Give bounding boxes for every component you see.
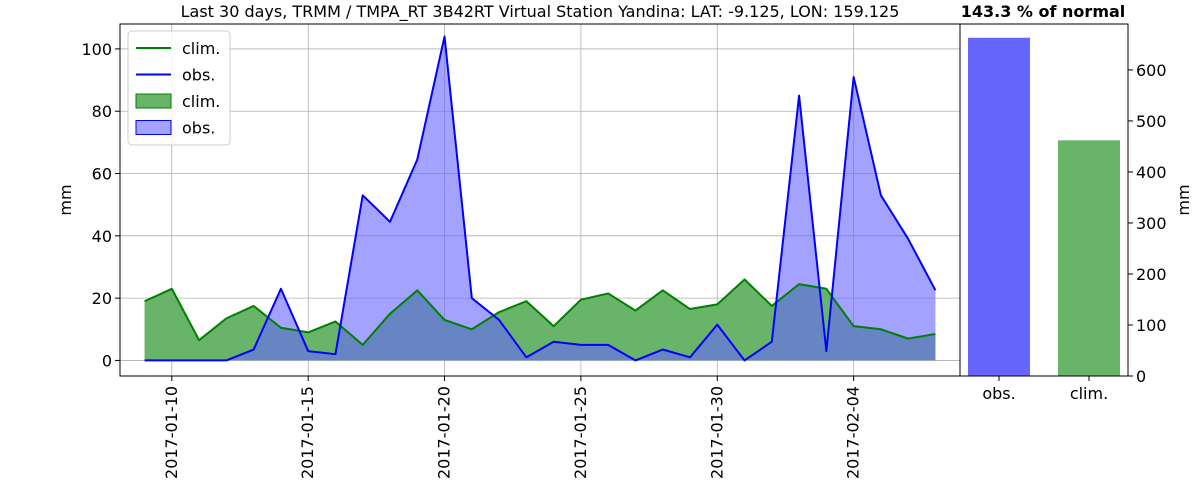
bar-y-tick-label: 100 xyxy=(1136,316,1167,335)
main-chart-title: Last 30 days, TRMM / TMPA_RT 3B42RT Virt… xyxy=(181,2,900,22)
legend-patch-swatch xyxy=(135,120,172,135)
bar-category-label: obs. xyxy=(982,384,1015,403)
legend-label: clim. xyxy=(182,92,220,111)
bar-y-tick-label: 300 xyxy=(1136,214,1167,233)
main-chart-axes: 2017-01-10 2017-01-15 2017-01-20 2017-01-25… xyxy=(81,40,862,479)
bar-plot-frame xyxy=(959,23,1129,377)
y-tick-label: 20 xyxy=(92,289,112,308)
bar-y-tick-label: 400 xyxy=(1136,163,1167,182)
bar-category-label: clim. xyxy=(1070,384,1108,403)
y-tick-label: 60 xyxy=(92,165,112,184)
x-tick-label: 2017-01-20 xyxy=(435,386,454,479)
y-tick-label: 40 xyxy=(92,227,112,246)
legend-patch-swatch xyxy=(135,93,172,109)
bar-y-tick-label: 600 xyxy=(1136,61,1167,80)
y-tick-label: 0 xyxy=(102,351,112,370)
x-tick-label: 2017-01-25 xyxy=(571,386,590,479)
line-clim xyxy=(144,278,936,346)
bar-chart-title: 143.3 % of normal xyxy=(961,2,1126,21)
legend: clim. obs. clim. obs. xyxy=(127,30,231,146)
main-chart-areas xyxy=(144,36,936,361)
y-tick-label: 100 xyxy=(81,40,112,59)
main-y-axis-label: mm xyxy=(56,184,75,215)
main-chart-lines xyxy=(144,35,937,362)
bar-y-tick-label: 200 xyxy=(1136,265,1167,284)
legend-label: obs. xyxy=(182,119,215,138)
bar-clim xyxy=(1058,140,1120,376)
y-tick-label: 80 xyxy=(92,102,112,121)
legend-box xyxy=(127,30,231,146)
bar-chart-bars xyxy=(968,37,1120,376)
legend-label: obs. xyxy=(182,66,215,85)
bar-y-tick-label: 0 xyxy=(1136,367,1146,386)
bar-chart-axes: obs. clim. 0 100 200 300 400 500 600 xyxy=(982,61,1166,403)
bar-obs xyxy=(968,37,1030,376)
x-tick-label: 2017-02-04 xyxy=(844,386,863,479)
legend-label: clim. xyxy=(182,39,220,58)
bar-y-axis-label: mm xyxy=(1174,184,1193,215)
x-tick-label: 2017-01-15 xyxy=(298,386,317,479)
x-tick-label: 2017-01-30 xyxy=(707,386,726,479)
x-tick-label: 2017-01-10 xyxy=(162,386,181,479)
area-obs xyxy=(144,36,936,361)
bar-y-tick-label: 500 xyxy=(1136,112,1167,131)
line-obs xyxy=(144,35,937,362)
